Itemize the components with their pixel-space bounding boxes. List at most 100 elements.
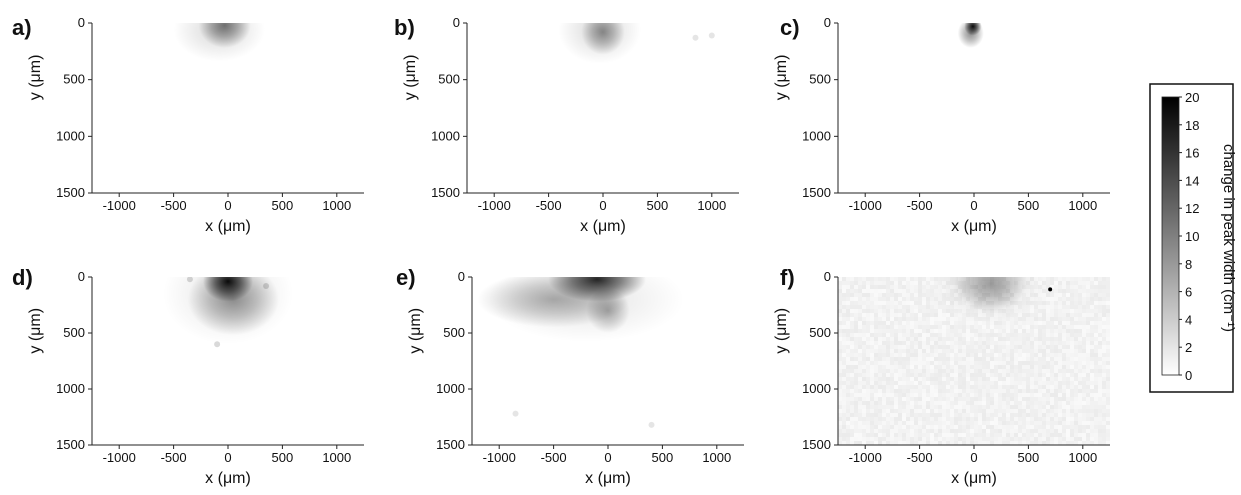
noise-cell (1062, 333, 1066, 337)
noise-cell (902, 409, 906, 413)
noise-cell (874, 333, 878, 337)
noise-cell (890, 393, 894, 397)
noise-cell (874, 341, 878, 345)
noise-cell (934, 285, 938, 289)
noise-cell (1074, 293, 1078, 297)
noise-cell (950, 333, 954, 337)
noise-cell (1074, 357, 1078, 361)
noise-cell (874, 361, 878, 365)
noise-cell (970, 333, 974, 337)
noise-cell (946, 441, 950, 445)
noise-cell (926, 361, 930, 365)
noise-cell (1086, 297, 1090, 301)
noise-cell (1098, 405, 1102, 409)
noise-cell (854, 385, 858, 389)
noise-cell (1074, 437, 1078, 441)
noise-cell (842, 437, 846, 441)
noise-cell (878, 353, 882, 357)
noise-cell (934, 289, 938, 293)
noise-cell (926, 405, 930, 409)
noise-cell (918, 377, 922, 381)
noise-cell (918, 409, 922, 413)
noise-cell (934, 349, 938, 353)
noise-cell (1046, 397, 1050, 401)
noise-cell (838, 365, 842, 369)
noise-cell (1098, 329, 1102, 333)
noise-cell (1014, 381, 1018, 385)
noise-cell (1082, 313, 1086, 317)
noise-cell (970, 337, 974, 341)
noise-cell (1098, 381, 1102, 385)
noise-cell (862, 353, 866, 357)
noise-cell (890, 349, 894, 353)
noise-cell (1010, 353, 1014, 357)
noise-cell (1054, 421, 1058, 425)
noise-cell (950, 317, 954, 321)
noise-cell (994, 369, 998, 373)
noise-cell (858, 333, 862, 337)
noise-cell (1054, 361, 1058, 365)
noise-cell (1042, 349, 1046, 353)
noise-cell (1070, 425, 1074, 429)
heatmap-speck (214, 341, 221, 348)
noise-cell (1070, 361, 1074, 365)
noise-cell (898, 357, 902, 361)
noise-cell (1058, 289, 1062, 293)
noise-cell (934, 357, 938, 361)
noise-cell (914, 429, 918, 433)
noise-cell (950, 329, 954, 333)
noise-cell (1010, 329, 1014, 333)
noise-cell (922, 441, 926, 445)
noise-cell (1066, 353, 1070, 357)
noise-cell (1098, 301, 1102, 305)
noise-cell (1054, 357, 1058, 361)
noise-cell (1070, 285, 1074, 289)
noise-cell (958, 325, 962, 329)
noise-cell (898, 421, 902, 425)
x-tick-label: 0 (970, 198, 977, 213)
noise-cell (874, 385, 878, 389)
panel-label: e) (396, 265, 416, 290)
noise-cell (862, 361, 866, 365)
noise-cell (922, 369, 926, 373)
noise-cell (930, 277, 934, 281)
noise-cell (1098, 409, 1102, 413)
noise-cell (998, 417, 1002, 421)
noise-cell (1102, 421, 1106, 425)
noise-cell (1038, 317, 1042, 321)
noise-cell (1022, 441, 1026, 445)
noise-cell (898, 409, 902, 413)
noise-cell (1058, 353, 1062, 357)
noise-cell (942, 441, 946, 445)
noise-cell (850, 373, 854, 377)
noise-cell (986, 365, 990, 369)
noise-cell (1002, 361, 1006, 365)
noise-cell (1074, 425, 1078, 429)
noise-cell (874, 369, 878, 373)
noise-cell (1042, 393, 1046, 397)
noise-cell (918, 301, 922, 305)
noise-cell (950, 357, 954, 361)
noise-cell (914, 277, 918, 281)
noise-cell (918, 337, 922, 341)
noise-cell (1078, 289, 1082, 293)
noise-cell (938, 413, 942, 417)
x-tick-label: -500 (536, 198, 562, 213)
noise-cell (1046, 353, 1050, 357)
noise-cell (926, 317, 930, 321)
noise-cell (1090, 285, 1094, 289)
noise-cell (974, 425, 978, 429)
noise-cell (910, 393, 914, 397)
noise-cell (1094, 373, 1098, 377)
x-tick-label: -1000 (849, 198, 882, 213)
noise-cell (1078, 401, 1082, 405)
heatmap-field (477, 277, 685, 428)
noise-cell (990, 345, 994, 349)
noise-cell (878, 393, 882, 397)
noise-cell (1078, 309, 1082, 313)
noise-cell (858, 301, 862, 305)
noise-cell (838, 433, 842, 437)
heatmap-blob (202, 277, 254, 302)
noise-cell (1030, 425, 1034, 429)
noise-cell (902, 373, 906, 377)
